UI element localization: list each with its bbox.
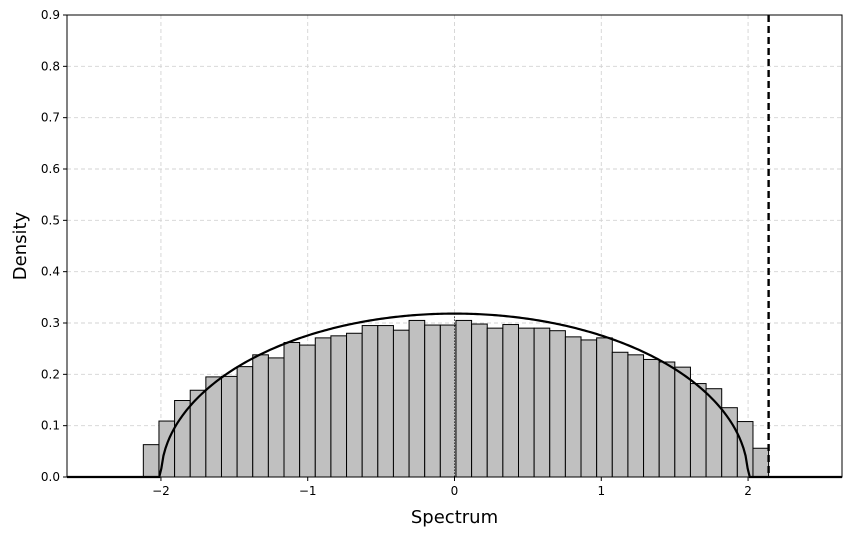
y-tick-label: 0.5 bbox=[41, 213, 60, 227]
y-tick-label: 0.9 bbox=[41, 8, 60, 22]
y-tick-label: 0.4 bbox=[41, 265, 60, 279]
x-tick-label: 1 bbox=[597, 484, 605, 498]
y-tick-label: 0.7 bbox=[41, 111, 60, 125]
histogram-bar bbox=[533, 327, 551, 478]
histogram-bar bbox=[486, 327, 504, 478]
x-tick-label: 0 bbox=[451, 484, 459, 498]
x-axis-ticks: −2 −1 0 1 2 bbox=[152, 477, 752, 498]
histogram-bar bbox=[408, 319, 426, 478]
x-tick-label: 2 bbox=[744, 484, 752, 498]
histogram-bar bbox=[346, 332, 363, 478]
histogram-bar bbox=[549, 330, 566, 478]
histogram-bar bbox=[564, 336, 582, 478]
y-axis-title: Density bbox=[10, 211, 31, 280]
histogram-bar bbox=[471, 323, 488, 478]
histogram-bar bbox=[361, 325, 379, 478]
histogram-bar bbox=[674, 366, 691, 478]
histogram-bar bbox=[455, 319, 473, 478]
histogram-bar bbox=[142, 444, 160, 478]
histogram-bar bbox=[596, 337, 613, 478]
y-tick-label: 0.6 bbox=[41, 162, 60, 176]
histogram-bar bbox=[299, 344, 316, 478]
histogram-bar bbox=[377, 325, 394, 478]
y-tick-label: 0.2 bbox=[41, 367, 60, 381]
x-tick-label: −2 bbox=[152, 484, 170, 498]
y-tick-label: 0.8 bbox=[41, 59, 60, 73]
histogram-bar bbox=[267, 357, 285, 478]
histogram-bar bbox=[205, 376, 222, 478]
histogram-bar bbox=[502, 324, 519, 478]
histogram-bar bbox=[517, 327, 535, 478]
histogram-bar bbox=[174, 400, 191, 478]
histogram-bar bbox=[220, 375, 238, 478]
y-axis-ticks: 0.0 0.1 0.2 0.3 0.4 0.5 0.6 0.7 0.8 0.9 bbox=[41, 8, 67, 484]
x-axis-title: Spectrum bbox=[411, 507, 498, 528]
histogram-bar bbox=[252, 354, 269, 478]
histogram-bar bbox=[658, 361, 676, 478]
histogram-bar bbox=[236, 366, 254, 478]
histogram-bar bbox=[330, 335, 348, 478]
histogram-bar bbox=[314, 337, 332, 478]
y-tick-label: 0.3 bbox=[41, 316, 60, 330]
histogram-bars bbox=[142, 319, 770, 478]
histogram-bar bbox=[643, 358, 660, 478]
histogram-bar bbox=[736, 421, 754, 478]
histogram-bar bbox=[611, 351, 629, 478]
histogram-bar bbox=[424, 324, 441, 478]
y-tick-label: 0.0 bbox=[41, 470, 60, 484]
y-tick-label: 0.1 bbox=[41, 419, 60, 433]
histogram-bar bbox=[689, 383, 707, 478]
histogram-bar bbox=[392, 329, 410, 478]
histogram-bar bbox=[627, 354, 645, 478]
histogram-bar bbox=[283, 342, 301, 478]
histogram-bar bbox=[752, 447, 770, 478]
x-tick-label: −1 bbox=[299, 484, 317, 498]
histogram-bar bbox=[439, 324, 457, 478]
histogram-bar bbox=[580, 339, 598, 478]
